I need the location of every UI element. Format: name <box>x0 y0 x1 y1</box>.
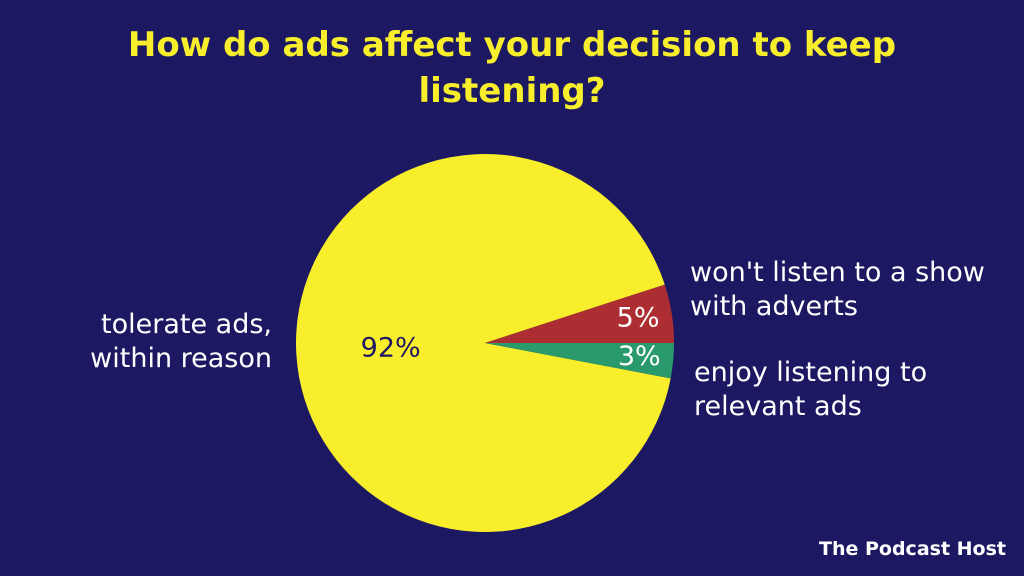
pie-slice <box>295 153 671 532</box>
pie-slice <box>485 343 674 379</box>
chart-title: How do ads affect your decision to keep … <box>127 25 897 111</box>
value-label: 3% <box>618 341 661 372</box>
slice-label: enjoy listening to relevant ads <box>694 357 928 422</box>
value-label: 92% <box>361 332 421 363</box>
value-label: 5% <box>617 302 660 333</box>
slice-label: tolerate ads, within reason <box>90 309 272 374</box>
pie-slice <box>485 284 674 343</box>
slice-label: won't listen to a show with adverts <box>690 257 985 322</box>
brand-logo: The Podcast Host <box>818 538 1006 560</box>
